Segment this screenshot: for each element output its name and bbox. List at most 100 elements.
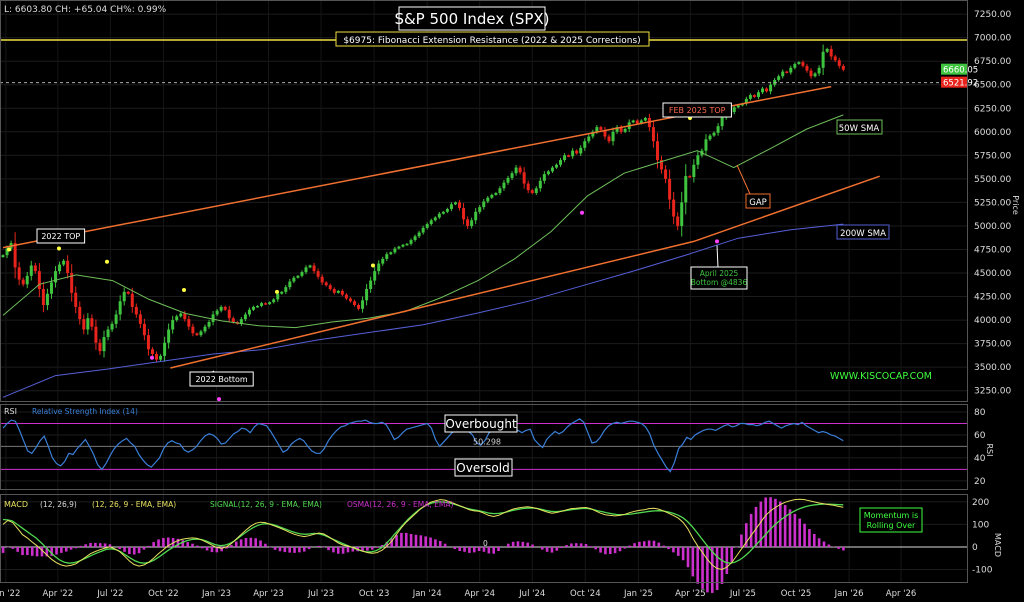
price-candle <box>777 76 781 81</box>
osma-bar <box>21 546 24 556</box>
osma-bar <box>239 539 243 547</box>
macd-line <box>2 498 844 571</box>
osma-bar <box>278 546 282 552</box>
macd-panel-label: MACD <box>4 500 28 509</box>
osma-bar <box>545 546 549 552</box>
price-candle <box>445 209 449 212</box>
osma-bar <box>550 546 554 553</box>
price-candle <box>546 171 550 175</box>
price-candle <box>522 172 526 184</box>
price-candle <box>837 60 841 66</box>
price-candle <box>716 126 720 133</box>
osma-bar <box>647 540 651 547</box>
price-candle <box>769 84 773 92</box>
price-candle <box>797 62 801 65</box>
osma-bar <box>725 546 729 574</box>
macd-tick-label: 0 <box>972 543 978 553</box>
price-candle <box>486 197 490 202</box>
osma-bar <box>45 546 49 557</box>
price-candle <box>458 202 462 209</box>
osma-bar <box>633 543 636 547</box>
price-candle <box>534 188 538 193</box>
price-candle <box>655 141 659 161</box>
swing-marker <box>371 263 375 268</box>
price-candle <box>29 265 33 276</box>
osma-bar <box>220 546 223 552</box>
resistance-label: $6975: Fibonacci Extension Resistance (2… <box>343 36 640 46</box>
time-tick-label: Jan '23 <box>201 589 231 599</box>
price-candle <box>736 105 740 108</box>
osma-bar <box>69 546 73 550</box>
price-candle <box>369 280 373 290</box>
osma-bar <box>409 533 413 547</box>
osma-bar <box>526 542 529 547</box>
time-tick-label: Jul '22 <box>96 589 123 599</box>
price-candle <box>365 289 369 301</box>
osma-bar <box>511 541 515 547</box>
price-candle <box>215 310 219 315</box>
osma-bar <box>225 546 228 549</box>
rsi-panel: 50.298 Overbought Oversold <box>0 411 968 482</box>
price-candle <box>761 88 765 93</box>
osma-bar <box>254 538 257 547</box>
price-candle <box>611 131 615 142</box>
price-candle <box>506 177 510 183</box>
sma50-label: 50W SMA <box>839 124 880 134</box>
price-candle <box>591 131 595 137</box>
price-candle <box>474 211 478 221</box>
price-candle <box>118 301 122 315</box>
momentum-label: Momentum is <box>864 511 919 520</box>
osma-bar <box>166 537 170 547</box>
price-candle <box>102 337 106 352</box>
macd-params-label: (12, 26,9) <box>40 500 77 509</box>
price-candle <box>514 167 518 174</box>
osma-bar <box>730 546 734 562</box>
price-candle <box>494 192 498 195</box>
price-candle <box>704 139 708 151</box>
bottom-2022-box <box>189 371 254 387</box>
osma-bar <box>579 543 583 547</box>
price-candle <box>453 202 457 205</box>
price-candle <box>583 141 587 148</box>
price-candle <box>142 323 146 336</box>
time-tick-label: Apr '23 <box>253 589 284 599</box>
price-candle <box>126 291 130 294</box>
osma-bar <box>176 538 180 547</box>
price-candle <box>272 299 276 303</box>
price-candle <box>211 314 215 322</box>
price-tick-label: 4000.00 <box>974 316 1011 326</box>
price-candle <box>429 220 433 225</box>
price-candle <box>138 314 142 324</box>
price-candle <box>603 129 607 137</box>
price-candle <box>567 155 571 157</box>
price-candle <box>510 173 514 178</box>
price-candle <box>304 267 308 273</box>
rsi-line <box>2 418 844 473</box>
price-candle <box>122 291 126 302</box>
price-candle <box>231 318 235 322</box>
osma-bar <box>288 546 291 553</box>
bottom-2022-group: 2022 Bottom <box>189 371 254 387</box>
price-candle <box>393 248 397 253</box>
osma-bar <box>249 537 253 547</box>
osma-bar <box>842 546 845 551</box>
osma-bar <box>817 538 821 547</box>
osma-bar <box>657 542 661 547</box>
price-tick-label: 6000.00 <box>974 128 1011 138</box>
price-candle <box>664 169 668 179</box>
osma-bar <box>98 543 102 547</box>
osma-bar <box>366 546 369 551</box>
price-candle <box>251 306 255 310</box>
price-candle <box>260 303 264 306</box>
osma-bar <box>604 546 607 555</box>
price-candle <box>554 164 558 168</box>
macd-tick-label: 100 <box>972 520 989 530</box>
price-candle <box>744 98 748 104</box>
price-candle <box>82 319 86 330</box>
price-candle <box>409 240 413 244</box>
price-candle <box>134 306 138 315</box>
time-tick-label: Oct '23 <box>359 589 390 599</box>
gap-arrow <box>736 164 751 195</box>
price-candle <box>110 323 114 330</box>
macd-tick-label: 200 <box>972 498 989 508</box>
